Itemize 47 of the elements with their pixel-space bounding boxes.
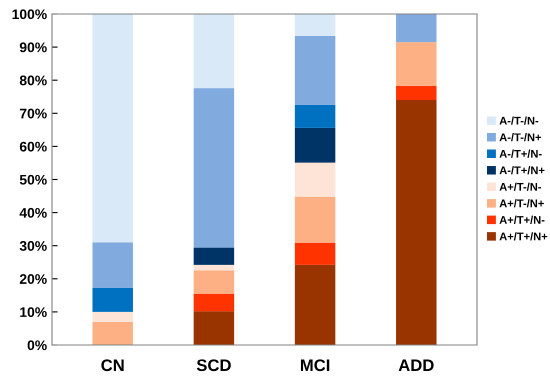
legend-label: A-/T-/N- <box>500 116 538 125</box>
bar <box>92 242 133 288</box>
bar <box>294 128 336 163</box>
bar <box>294 264 336 345</box>
y-tick-label: 60% <box>20 142 47 152</box>
bar <box>194 248 234 265</box>
bar <box>92 322 133 345</box>
bar <box>294 196 336 243</box>
bar <box>194 88 234 248</box>
y-tick-label: 40% <box>20 208 47 218</box>
x-tick-label: CN <box>101 359 124 372</box>
bar <box>194 264 234 271</box>
y-tick-label: 70% <box>20 108 47 118</box>
bar <box>294 36 336 105</box>
legend-label: A-/T+/N+ <box>500 166 544 174</box>
legend-label: A+/T+/N- <box>500 216 544 224</box>
bar <box>396 14 437 42</box>
legend-label: A-/T-/N+ <box>500 133 542 142</box>
bar <box>396 86 437 100</box>
bar <box>396 100 437 345</box>
bar <box>194 270 234 294</box>
y-tick-label: 80% <box>20 76 47 86</box>
legend-label: A+/T+/N+ <box>500 232 548 240</box>
y-tick-label: 30% <box>20 241 47 251</box>
bar <box>92 312 133 322</box>
bar <box>294 242 336 265</box>
y-tick-label: 20% <box>20 274 47 284</box>
y-tick-label: 50% <box>20 174 47 185</box>
bar <box>294 14 336 36</box>
bar <box>294 162 336 197</box>
bar <box>294 104 336 128</box>
bar <box>92 288 133 312</box>
x-tick-label: MCI <box>300 359 330 372</box>
bar <box>194 311 234 345</box>
legend-label: A+/T-/N- <box>500 182 542 191</box>
y-tick-label: 90% <box>20 42 47 52</box>
legend-label: A-/T+/N- <box>500 150 542 158</box>
x-tick-label: ADD <box>398 360 434 371</box>
bar <box>194 294 234 312</box>
bar <box>396 42 437 86</box>
bar <box>194 14 234 88</box>
x-tick-label: SCD <box>196 359 231 372</box>
y-tick-label: 100% <box>12 9 47 20</box>
y-tick-label: 10% <box>20 307 47 318</box>
legend-label: A+/T-/N+ <box>500 199 544 208</box>
bar <box>92 14 133 242</box>
y-tick-label: 0% <box>28 340 47 350</box>
